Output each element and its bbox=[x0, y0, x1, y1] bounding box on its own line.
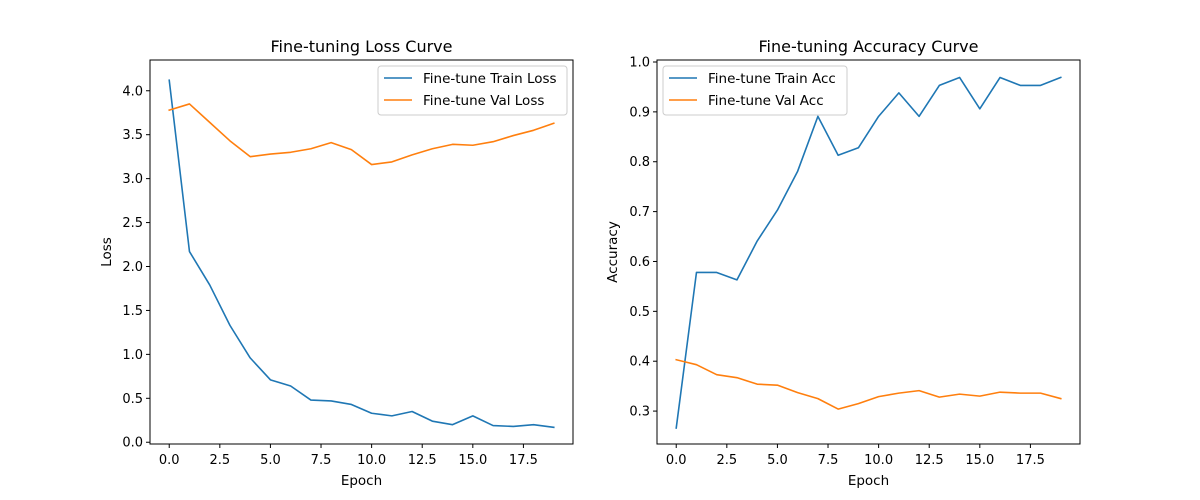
loss-chart-legend: Fine-tune Train Loss Fine-tune Val Loss bbox=[377, 65, 568, 116]
loss-xtick-label: 0.0 bbox=[159, 453, 180, 468]
loss-ytick-label: 2.0 bbox=[122, 260, 143, 275]
loss-xtick-label: 10.0 bbox=[357, 453, 386, 468]
accuracy-xtick-label: 17.5 bbox=[1016, 453, 1045, 468]
accuracy-xtick-label: 2.5 bbox=[716, 453, 737, 468]
accuracy-legend-box bbox=[662, 65, 848, 116]
loss-ytick-label: 1.5 bbox=[122, 304, 143, 319]
accuracy-chart: Fine-tuning Accuracy Curve 0.0 2.5 5.0 7.5 1… bbox=[605, 37, 1081, 489]
accuracy-ytick-label: 0.7 bbox=[629, 205, 650, 220]
accuracy-ytick-label: 0.5 bbox=[629, 305, 650, 320]
accuracy-xtick-label: 0.0 bbox=[666, 453, 687, 468]
loss-legend-label-val: Fine-tune Val Loss bbox=[423, 93, 544, 109]
loss-ytick-label: 3.5 bbox=[122, 128, 143, 143]
loss-ytick-label: 1.0 bbox=[122, 348, 143, 363]
loss-chart-frame bbox=[149, 59, 574, 445]
loss-series-line-train bbox=[168, 79, 555, 429]
loss-chart-title: Fine-tuning Loss Curve bbox=[270, 37, 452, 56]
loss-chart: Fine-tuning Loss Curve 0.0 2.5 5.0 7.5 10.0 1… bbox=[99, 37, 574, 489]
accuracy-chart-series bbox=[675, 76, 1062, 429]
accuracy-chart-frame bbox=[656, 59, 1081, 445]
loss-ytick-label: 3.0 bbox=[122, 172, 143, 187]
accuracy-chart-xlabel: Epoch bbox=[848, 473, 889, 489]
loss-chart-ticks: 0.0 2.5 5.0 7.5 10.0 12.5 15.0 17.5 0.0 0.5 1.0 1.5… bbox=[122, 84, 538, 468]
accuracy-series-line-train bbox=[675, 76, 1062, 429]
accuracy-xtick-label: 7.5 bbox=[818, 453, 839, 468]
accuracy-xtick-label: 12.5 bbox=[915, 453, 944, 468]
loss-legend-box bbox=[377, 65, 568, 116]
loss-xtick-label: 2.5 bbox=[209, 453, 230, 468]
accuracy-chart-ylabel: Accuracy bbox=[605, 221, 621, 283]
accuracy-xtick-label: 5.0 bbox=[767, 453, 788, 468]
loss-legend-label-train: Fine-tune Train Loss bbox=[423, 71, 557, 87]
loss-chart-xlabel: Epoch bbox=[341, 473, 382, 489]
loss-xtick-label: 12.5 bbox=[408, 453, 437, 468]
loss-xtick-label: 7.5 bbox=[311, 453, 332, 468]
loss-ytick-label: 0.5 bbox=[122, 392, 143, 407]
accuracy-ytick-label: 0.9 bbox=[629, 105, 650, 120]
accuracy-chart-ticks: 0.0 2.5 5.0 7.5 10.0 12.5 15.0 17.5 0.3 0.4 0.5 0.6… bbox=[629, 55, 1045, 468]
loss-ytick-label: 4.0 bbox=[122, 84, 143, 99]
loss-xtick-label: 15.0 bbox=[458, 453, 487, 468]
accuracy-ytick-label: 0.3 bbox=[629, 405, 650, 420]
accuracy-legend-label-val: Fine-tune Val Acc bbox=[708, 93, 824, 109]
loss-chart-ylabel: Loss bbox=[99, 237, 115, 267]
accuracy-ytick-label: 0.4 bbox=[629, 355, 650, 370]
accuracy-chart-title: Fine-tuning Accuracy Curve bbox=[759, 37, 979, 56]
accuracy-legend-label-train: Fine-tune Train Acc bbox=[708, 71, 836, 87]
accuracy-xtick-label: 15.0 bbox=[965, 453, 994, 468]
loss-series-line-val bbox=[168, 103, 555, 166]
loss-ytick-label: 2.5 bbox=[122, 216, 143, 231]
accuracy-ytick-label: 0.6 bbox=[629, 255, 650, 270]
accuracy-ytick-label: 0.8 bbox=[629, 155, 650, 170]
loss-chart-series bbox=[168, 79, 555, 429]
accuracy-chart-legend: Fine-tune Train Acc Fine-tune Val Acc bbox=[662, 65, 848, 116]
accuracy-xtick-label: 10.0 bbox=[864, 453, 893, 468]
loss-xtick-label: 17.5 bbox=[509, 453, 538, 468]
loss-ytick-label: 0.0 bbox=[122, 436, 143, 451]
loss-xtick-label: 5.0 bbox=[260, 453, 281, 468]
accuracy-series-line-val bbox=[675, 358, 1062, 410]
accuracy-ytick-label: 1.0 bbox=[629, 55, 650, 70]
